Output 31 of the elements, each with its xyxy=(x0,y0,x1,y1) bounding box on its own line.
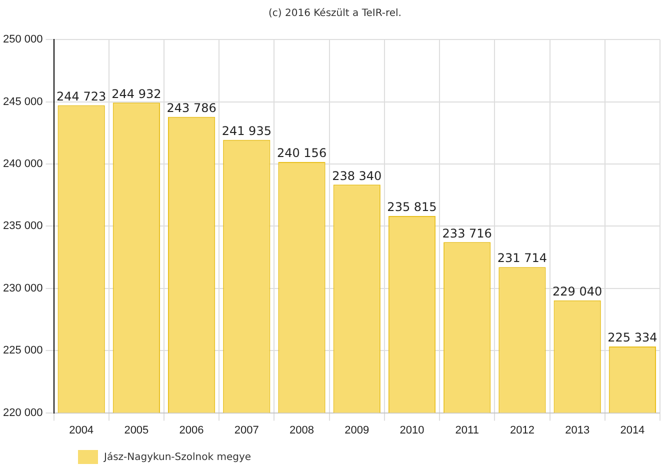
y-tick-label: 250 000 xyxy=(2,34,43,46)
x-tick-label: 2014 xyxy=(620,424,645,436)
y-tick-label: 220 000 xyxy=(2,406,43,419)
x-tick-label: 2013 xyxy=(565,424,590,436)
data-label: 231 714 xyxy=(497,251,548,266)
x-tick-label: 2005 xyxy=(124,424,149,436)
x-tick-label: 2006 xyxy=(179,424,204,436)
y-tick-label: 235 000 xyxy=(2,220,43,232)
chart-title: (c) 2016 Készült a TeIR-rel. xyxy=(268,8,402,19)
data-label: 233 716 xyxy=(442,226,492,240)
data-label: 243 786 xyxy=(166,101,216,116)
y-tick-label: 245 000 xyxy=(2,96,43,108)
data-label: 241 935 xyxy=(222,124,272,138)
data-label: 240 156 xyxy=(276,146,327,160)
data-label: 229 040 xyxy=(552,284,602,298)
data-label: 244 723 xyxy=(56,89,106,104)
y-tick-label: 240 000 xyxy=(2,158,43,170)
data-label: 235 815 xyxy=(387,200,437,214)
x-tick-label: 2009 xyxy=(344,424,370,436)
x-tick-label: 2007 xyxy=(234,424,259,436)
data-label: 238 340 xyxy=(332,168,382,183)
data-label: 244 932 xyxy=(112,86,162,101)
x-tick-label: 2004 xyxy=(69,424,94,436)
legend-label: Jász-Nagykun-Szolnok megye xyxy=(104,452,252,462)
x-tick-label: 2010 xyxy=(400,424,424,436)
x-tick-label: 2011 xyxy=(455,424,479,436)
x-tick-label: 2012 xyxy=(510,424,534,436)
data-label: 225 334 xyxy=(608,330,658,345)
y-tick-label: 230 000 xyxy=(2,282,43,294)
y-tick-label: 225 000 xyxy=(2,344,43,357)
x-tick-label: 2008 xyxy=(290,424,314,436)
